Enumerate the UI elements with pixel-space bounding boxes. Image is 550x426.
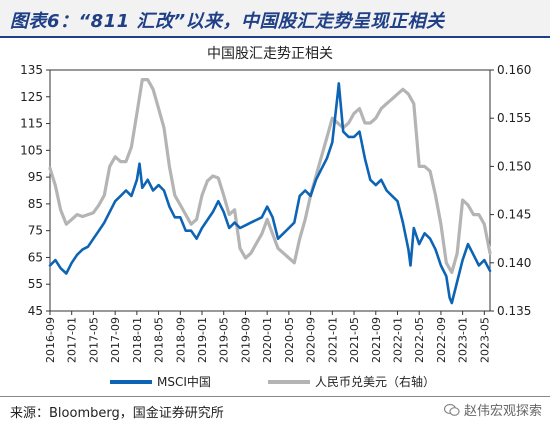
y-left-tick-label: 85 [28, 197, 43, 211]
y-right-tick-label: 0.145 [497, 208, 531, 222]
x-tick-label: 2021-01 [326, 317, 339, 363]
legend-label-rmb: 人民币兑美元（右轴） [315, 374, 435, 389]
y-right-tick-label: 0.160 [497, 63, 531, 77]
chart: 中国股汇走势正相关 45 55 65 75 85 95 105 115 125 135 0.135 0.… [20, 46, 531, 389]
x-tick-label: 2018-05 [153, 317, 166, 363]
y-left-tick-label: 105 [20, 143, 43, 157]
x-tick-label: 2017-01 [66, 317, 79, 363]
x-tick-label: 2019-09 [239, 317, 252, 363]
x-tick-label: 2021-05 [348, 317, 361, 363]
y-right-tick-label: 0.150 [497, 159, 531, 173]
x-tick-label: 2022-09 [435, 317, 448, 363]
source-note: 来源：Bloomberg，国金证券研究所 [10, 406, 224, 421]
plot-frame [49, 69, 491, 312]
y-left-tick-label: 75 [28, 224, 43, 238]
figure-header: 图表6：“811 汇改”以来，中国股汇走势呈现正相关 [0, 0, 550, 36]
y-left-tick-label: 135 [20, 63, 43, 77]
x-tick-label: 2020-09 [305, 317, 318, 363]
chart-title: 中国股汇走势正相关 [207, 46, 333, 62]
legend-label-msci: MSCI中国 [157, 374, 211, 389]
y-right-tick-label: 0.135 [497, 304, 531, 318]
x-tick-label: 2019-01 [196, 317, 209, 363]
header-rule [0, 36, 550, 38]
x-tick-label: 2017-05 [87, 317, 100, 363]
x-tick-label: 2016-09 [44, 317, 57, 363]
watermark: 赵伟宏观探索 [443, 400, 542, 419]
y-right-tick-label: 0.155 [497, 111, 531, 125]
y-right-tick-label: 0.140 [497, 256, 531, 270]
y-left-tick-label: 65 [28, 250, 43, 264]
figure-title: 图表6：“811 汇改”以来，中国股汇走势呈现正相关 [10, 11, 445, 32]
series-line-msci [48, 82, 492, 305]
x-tick-label: 2018-01 [131, 317, 144, 363]
x-tick-label: 2021-09 [370, 317, 383, 363]
footer-rule [0, 396, 550, 397]
x-tick-label: 2019-05 [218, 317, 231, 363]
x-tick-label: 2017-09 [109, 317, 122, 363]
x-tick-label: 2022-05 [413, 317, 426, 363]
y-left-tick-label: 55 [28, 277, 43, 291]
series-line-rmb [48, 78, 492, 274]
watermark-text: 赵伟宏观探索 [463, 404, 542, 419]
x-tick-label: 2022-01 [391, 317, 404, 363]
x-tick-label: 2020-01 [261, 317, 274, 363]
y-left-tick-label: 45 [28, 304, 43, 318]
wechat-icon [443, 403, 460, 416]
x-tick-label: 2020-05 [283, 317, 296, 363]
y-left-tick-label: 95 [28, 170, 43, 184]
x-tick-label: 2023-01 [457, 317, 470, 363]
y-left-tick-label: 115 [20, 117, 43, 131]
y-left-tick-label: 125 [20, 90, 43, 104]
x-tick-label: 2023-05 [478, 317, 491, 363]
x-tick-label: 2018-09 [174, 317, 187, 363]
